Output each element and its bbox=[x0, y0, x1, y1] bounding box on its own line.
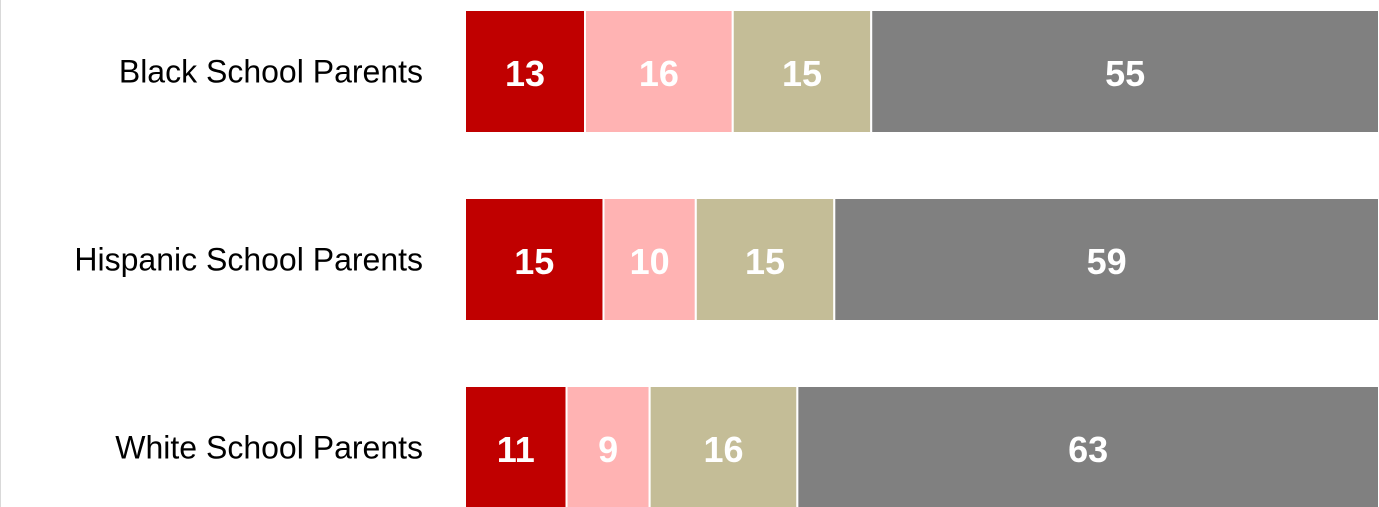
value-label: 10 bbox=[630, 241, 670, 282]
category-label: Black School Parents bbox=[119, 54, 423, 90]
bar-segment bbox=[648, 385, 799, 507]
value-label: 55 bbox=[1105, 53, 1145, 94]
category-label: Hispanic School Parents bbox=[74, 242, 423, 278]
bar-segment bbox=[464, 385, 568, 507]
bar-segment bbox=[694, 197, 836, 322]
bar-segment bbox=[731, 9, 873, 134]
bar-segment bbox=[565, 385, 651, 507]
value-label: 15 bbox=[745, 241, 785, 282]
value-label: 15 bbox=[782, 53, 822, 94]
bar-segment bbox=[584, 9, 734, 134]
value-label: 13 bbox=[505, 53, 545, 94]
value-label: 9 bbox=[598, 429, 618, 470]
category-label: White School Parents bbox=[115, 430, 423, 466]
bar-segment bbox=[870, 9, 1379, 134]
bar-segment bbox=[833, 197, 1379, 322]
bar-segment bbox=[464, 197, 605, 322]
value-label: 16 bbox=[703, 429, 743, 470]
bar-segment bbox=[602, 197, 697, 322]
value-label: 59 bbox=[1087, 241, 1127, 282]
value-label: 11 bbox=[497, 429, 535, 470]
bar-segment bbox=[796, 385, 1379, 507]
value-label: 16 bbox=[639, 53, 679, 94]
value-label: 63 bbox=[1068, 429, 1108, 470]
value-label: 15 bbox=[514, 241, 554, 282]
